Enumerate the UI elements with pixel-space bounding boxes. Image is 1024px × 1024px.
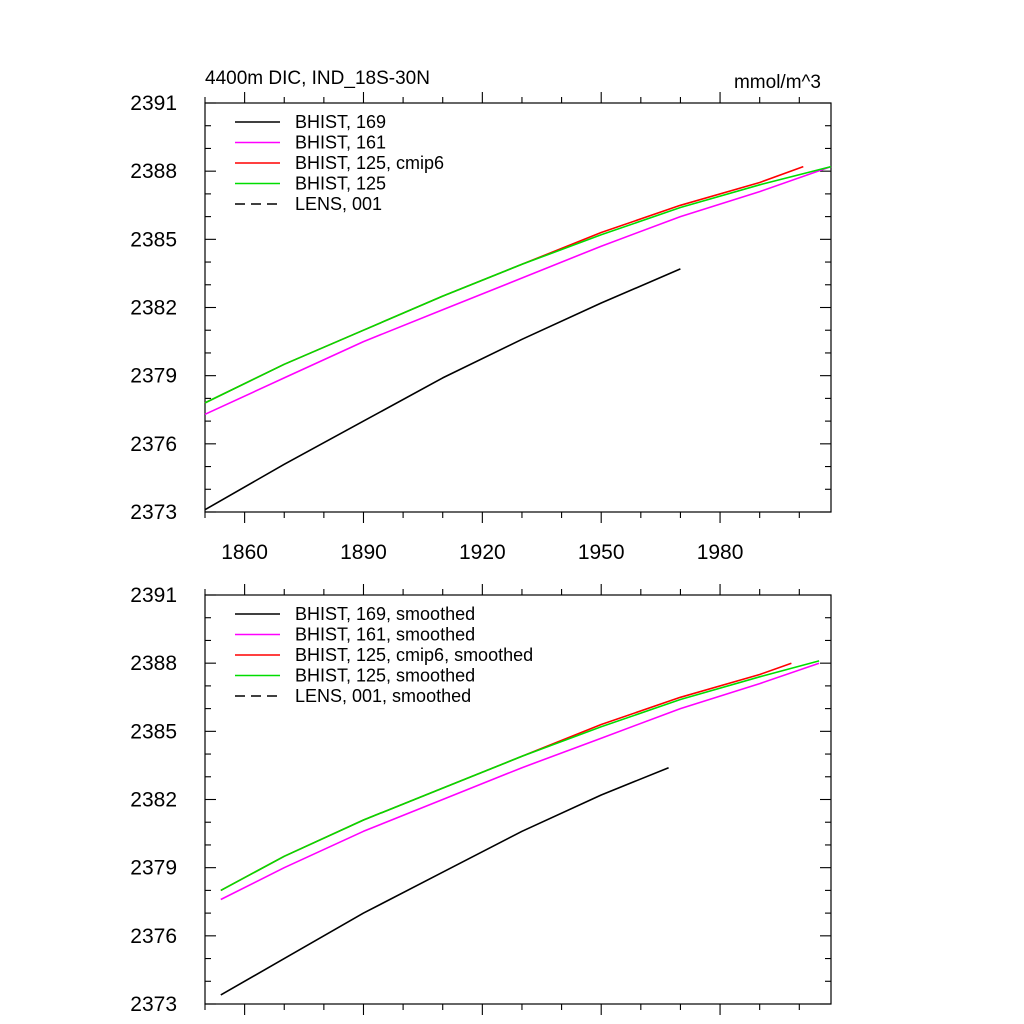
y-tick-label: 2388 bbox=[130, 652, 177, 675]
legend-label: BHIST, 125, cmip6 bbox=[295, 153, 444, 173]
series-line-3 bbox=[204, 165, 832, 404]
legend-label: BHIST, 161, smoothed bbox=[295, 625, 475, 645]
chart-title: 4400m DIC, IND_18S-30N bbox=[205, 68, 430, 89]
top-panel: 2373 2376 2379 2382 2385 2388 2391 1860 1890 1920… bbox=[130, 68, 832, 564]
y-tick-label: 2382 bbox=[130, 297, 177, 320]
y-tick-label: 2388 bbox=[130, 160, 177, 183]
units-label: mmol/m^3 bbox=[734, 72, 821, 93]
legend-label: BHIST, 169 bbox=[295, 112, 386, 132]
y-tick-label: 2379 bbox=[130, 857, 177, 880]
legend-label: BHIST, 125 bbox=[295, 174, 386, 194]
x-tick-label: 1860 bbox=[221, 541, 268, 564]
series-line-1 bbox=[204, 165, 832, 416]
x-tick-label: 1890 bbox=[340, 541, 387, 564]
y-tick-label: 2376 bbox=[130, 433, 177, 456]
legend-label: LENS, 001 bbox=[295, 194, 382, 214]
y-tick-label: 2391 bbox=[130, 92, 177, 115]
series-line-3 bbox=[220, 660, 820, 892]
series-line-0 bbox=[220, 766, 669, 996]
legend-label: BHIST, 169, smoothed bbox=[295, 604, 475, 624]
x-tick-label: 1950 bbox=[578, 541, 625, 564]
legend-label: BHIST, 125, cmip6, smoothed bbox=[295, 645, 533, 665]
y-tick-label: 2376 bbox=[130, 925, 177, 948]
legend-label: BHIST, 161 bbox=[295, 133, 386, 153]
y-tick-label: 2382 bbox=[130, 789, 177, 812]
y-tick-label: 2385 bbox=[130, 720, 177, 743]
series-line-0 bbox=[204, 268, 681, 511]
series-line-1 bbox=[220, 662, 820, 901]
x-tick-label: 1920 bbox=[459, 541, 506, 564]
legend-label: BHIST, 125, smoothed bbox=[295, 666, 475, 686]
bottom-panel: 2373 2376 2379 2382 2385 2388 2391 BHIST, 169, … bbox=[130, 584, 832, 1016]
y-tick-label: 2385 bbox=[130, 228, 177, 251]
x-tick-label: 1980 bbox=[697, 541, 744, 564]
y-tick-label: 2373 bbox=[130, 993, 177, 1016]
y-tick-label: 2373 bbox=[130, 501, 177, 524]
y-tick-label: 2379 bbox=[130, 365, 177, 388]
legend-label: LENS, 001, smoothed bbox=[295, 686, 471, 706]
y-tick-label: 2391 bbox=[130, 584, 177, 607]
